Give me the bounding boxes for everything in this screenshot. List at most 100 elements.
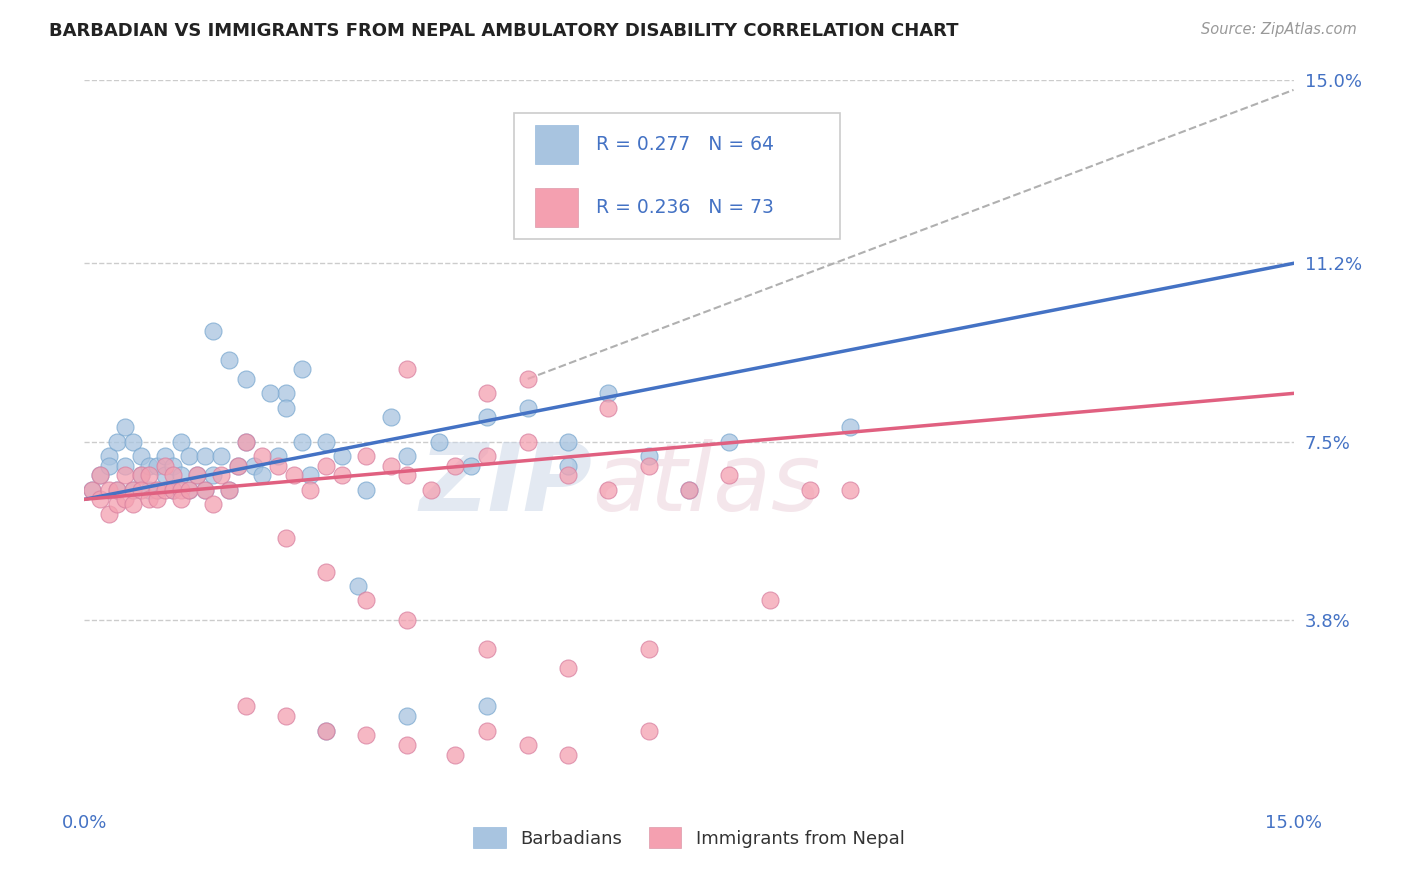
Point (516, 434, 538, 449)
Point (274, 386, 297, 401)
Point (129, 483, 152, 497)
Point (839, 420, 862, 434)
Point (598, 386, 620, 401)
Point (121, 434, 143, 449)
Point (799, 483, 821, 497)
Point (121, 483, 143, 497)
Point (283, 468, 305, 483)
Point (242, 458, 264, 473)
Point (678, 483, 700, 497)
Point (186, 468, 208, 483)
Point (97, 449, 120, 463)
Point (89, 468, 111, 483)
Point (226, 458, 249, 473)
Point (330, 449, 353, 463)
Point (105, 483, 128, 497)
Point (274, 709, 297, 723)
Point (274, 401, 297, 415)
Point (153, 483, 176, 497)
Point (170, 434, 193, 449)
Point (315, 458, 337, 473)
Point (129, 468, 152, 483)
Point (477, 449, 499, 463)
Point (114, 458, 136, 473)
Point (380, 410, 402, 425)
Point (194, 483, 217, 497)
Point (146, 483, 169, 497)
Point (356, 449, 378, 463)
Text: R = 0.277   N = 64: R = 0.277 N = 64 (596, 135, 773, 154)
Point (82, 483, 104, 497)
Point (395, 468, 418, 483)
Point (138, 458, 160, 473)
Point (557, 747, 579, 762)
Point (202, 324, 225, 338)
Point (347, 579, 370, 593)
Point (299, 468, 322, 483)
Point (477, 410, 499, 425)
Point (427, 434, 450, 449)
Text: ZIP: ZIP (419, 439, 592, 531)
Text: BARBADIAN VS IMMIGRANTS FROM NEPAL AMBULATORY DISABILITY CORRELATION CHART: BARBADIAN VS IMMIGRANTS FROM NEPAL AMBUL… (49, 22, 959, 40)
Point (97, 507, 120, 521)
Point (477, 699, 499, 714)
Point (598, 401, 620, 415)
Point (380, 458, 402, 473)
Point (235, 372, 257, 386)
Point (637, 723, 659, 738)
Point (82, 483, 104, 497)
Point (274, 531, 297, 545)
Text: R = 0.236   N = 73: R = 0.236 N = 73 (596, 198, 773, 217)
Point (477, 386, 499, 401)
Point (194, 483, 217, 497)
Point (209, 468, 232, 483)
Point (153, 449, 176, 463)
Point (218, 483, 240, 497)
Text: Source: ZipAtlas.com: Source: ZipAtlas.com (1201, 22, 1357, 37)
Point (267, 458, 290, 473)
Point (129, 449, 152, 463)
Point (146, 492, 169, 507)
Point (557, 434, 579, 449)
Point (598, 483, 620, 497)
Point (97, 483, 120, 497)
Point (89, 468, 111, 483)
Point (315, 434, 337, 449)
Bar (536, 187, 578, 227)
Point (356, 483, 378, 497)
Point (202, 497, 225, 511)
Point (202, 468, 225, 483)
Point (162, 483, 184, 497)
Point (516, 738, 538, 752)
Point (444, 458, 467, 473)
Point (259, 386, 281, 401)
Point (557, 468, 579, 483)
Point (315, 723, 337, 738)
Point (395, 362, 418, 376)
Point (186, 468, 208, 483)
Point (162, 458, 184, 473)
Point (146, 458, 169, 473)
Point (477, 641, 499, 656)
Point (226, 458, 249, 473)
Legend: Barbadians, Immigrants from Nepal: Barbadians, Immigrants from Nepal (465, 820, 912, 855)
Point (330, 468, 353, 483)
Point (179, 483, 201, 497)
Point (218, 352, 240, 367)
Point (291, 362, 314, 376)
Point (678, 483, 700, 497)
Point (105, 483, 128, 497)
Point (395, 738, 418, 752)
Point (114, 468, 136, 483)
Point (129, 468, 152, 483)
Point (291, 434, 314, 449)
Point (218, 483, 240, 497)
Point (105, 434, 128, 449)
Point (105, 497, 128, 511)
Point (179, 483, 201, 497)
Point (516, 401, 538, 415)
Point (121, 497, 143, 511)
Point (839, 483, 862, 497)
Point (146, 483, 169, 497)
Bar (536, 125, 578, 164)
